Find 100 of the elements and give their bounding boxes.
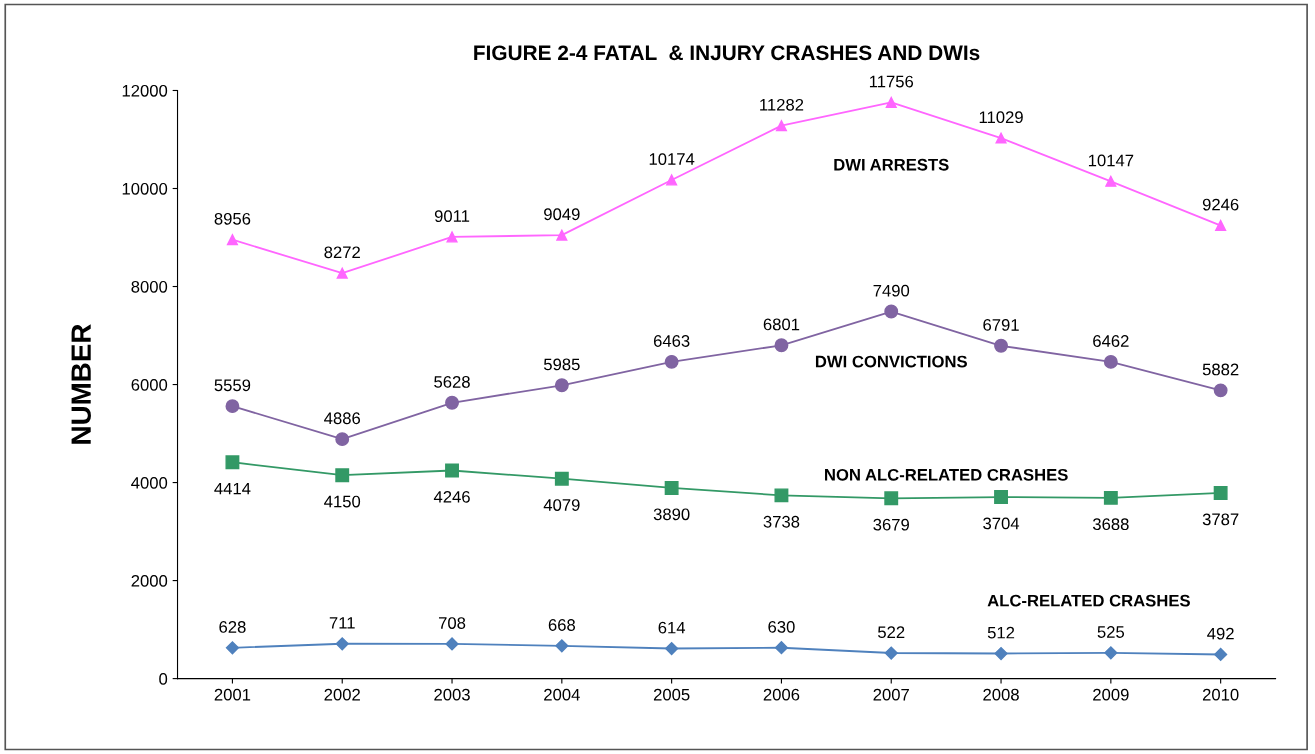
point: [884, 491, 899, 506]
point: [774, 641, 789, 655]
data-label: 3890: [653, 508, 690, 521]
point: [555, 639, 569, 653]
x-tick-label: 2001: [214, 688, 251, 701]
data-label: 11756: [869, 75, 914, 88]
point: [1213, 486, 1228, 500]
data-label: 5628: [434, 376, 470, 388]
point: [664, 481, 679, 495]
point: [665, 641, 679, 656]
data-label: 6462: [1093, 335, 1129, 347]
data-label: 8956: [214, 212, 251, 225]
data-label: 4414: [214, 482, 251, 495]
point: [554, 378, 569, 393]
series-label: NON ALC-RELATED CRASHES: [825, 468, 1068, 481]
data-label: 492: [1207, 627, 1234, 640]
point: [1213, 383, 1228, 398]
point: [335, 432, 350, 447]
x-tick-label: 2009: [1093, 688, 1129, 701]
data-label: 512: [987, 626, 1015, 639]
data-label: 5882: [1202, 363, 1239, 376]
point: [225, 399, 240, 414]
point: [446, 231, 458, 243]
point: [1103, 354, 1118, 369]
data-label: 668: [548, 619, 576, 631]
data-label: 5985: [543, 358, 580, 371]
data-label: 628: [219, 621, 246, 633]
x-tick-label: 2006: [763, 688, 800, 701]
point: [884, 304, 899, 319]
point: [884, 646, 898, 660]
data-label: 11282: [760, 98, 804, 111]
point: [994, 646, 1008, 661]
point: [995, 132, 1007, 144]
y-tick-label: 10000: [122, 182, 168, 195]
data-label: 614: [658, 621, 686, 634]
y-tick-label: 8000: [131, 280, 168, 293]
text: ALC-RELATED CRASHES: [987, 594, 1190, 607]
data-label: 10174: [649, 153, 695, 165]
point: [994, 338, 1008, 353]
data-label: 4150: [324, 495, 361, 508]
point: [335, 637, 349, 651]
x-tick-label: 2007: [873, 688, 909, 701]
chart-title: FIGURE 2-4 FATAL & INJURY CRASHES AND DWIs: [474, 45, 980, 61]
data-label: 5559: [214, 379, 251, 392]
x-tick-label: 2002: [324, 688, 360, 701]
x-tick-label: 2010: [1202, 688, 1239, 701]
data-label: 3704: [983, 517, 1020, 530]
x-tick-label: 2004: [544, 688, 580, 701]
y-tick-label: 0: [159, 673, 168, 685]
x-tick-label: 2003: [434, 688, 470, 701]
y-tick-label: 2000: [131, 574, 168, 587]
data-label: 10147: [1088, 154, 1134, 167]
data-label: 630: [768, 620, 795, 633]
data-label: 3679: [873, 518, 909, 531]
y-tick-label: 6000: [131, 378, 168, 391]
x-tick-label: 2008: [983, 688, 1019, 701]
data-label: 6463: [653, 335, 690, 347]
point: [664, 354, 679, 369]
data-label: 3787: [1202, 513, 1239, 526]
point: [336, 267, 348, 279]
point: [1103, 490, 1118, 505]
point: [774, 338, 789, 353]
point: [885, 96, 897, 108]
point: [225, 641, 240, 655]
point: [1214, 647, 1228, 662]
data-label: 6791: [983, 319, 1019, 331]
data-label: 4246: [433, 490, 470, 503]
point: [1215, 219, 1227, 232]
data-label: 711: [329, 617, 355, 629]
data-label: 9246: [1202, 198, 1239, 211]
point: [774, 488, 789, 503]
data-label: 3738: [763, 515, 800, 528]
data-label: 7490: [873, 284, 910, 297]
data-label: 6801: [763, 318, 800, 331]
point: [225, 455, 240, 470]
data-label: 708: [438, 617, 466, 629]
point: [666, 174, 678, 186]
point: [1104, 646, 1118, 660]
point: [445, 395, 459, 410]
series-label: DWI CONVICTIONS: [815, 355, 967, 368]
data-label: 4079: [543, 499, 580, 511]
data-label: 8272: [324, 246, 360, 259]
data-label: 522: [878, 626, 905, 639]
point: [775, 120, 787, 132]
data-label: 3688: [1092, 518, 1129, 531]
point: [554, 471, 569, 486]
y-tick-label: 12000: [122, 84, 168, 97]
data-label: 525: [1097, 626, 1125, 638]
data-label: 9049: [544, 208, 580, 221]
point: [445, 463, 459, 478]
y-tick-label: 4000: [131, 476, 168, 489]
y-axis-title: NUMBER: [71, 324, 91, 444]
point: [335, 468, 350, 483]
text: DWI ARRESTS: [834, 158, 949, 171]
x-tick-label: 2005: [653, 688, 690, 701]
point: [994, 490, 1008, 505]
point: [226, 234, 238, 246]
point: [1105, 175, 1117, 187]
data-label: 4886: [324, 412, 361, 425]
data-label: 9011: [434, 210, 470, 222]
